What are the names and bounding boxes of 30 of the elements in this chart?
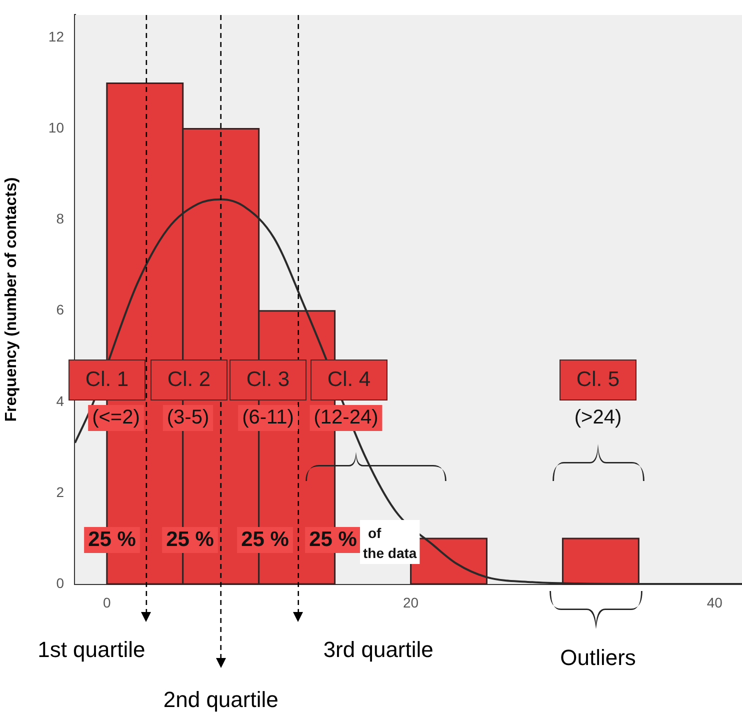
annotation: Cl. 3 [246, 368, 290, 391]
y-tick-label: 2 [56, 484, 64, 500]
x-tick-label: 40 [706, 594, 723, 610]
annotation: 25 % [309, 528, 358, 551]
annotation: (<=2) [92, 406, 140, 429]
annotation: of the data [363, 524, 417, 561]
annotation: Cl. 5 [576, 368, 620, 391]
annotation: (6-11) [242, 406, 294, 429]
legend-label: 1st quartile [38, 637, 146, 662]
annotation: Cl. 4 [327, 368, 371, 391]
annotation: (>24) [574, 406, 622, 429]
text: Outliers [560, 645, 636, 670]
annotation: 25 % [241, 528, 290, 551]
y-tick-label: 12 [48, 28, 64, 45]
y-tick-label: 6 [56, 302, 64, 318]
x-tick-label: 0 [103, 594, 112, 610]
y-axis-title: Frequency (number of contacts) [3, 177, 20, 422]
y-tick-label: 8 [56, 210, 64, 227]
annotation: 25 % [166, 528, 214, 551]
annotation: (3-5) [166, 406, 210, 429]
annotation: Cl. 2 [167, 368, 211, 391]
annotation: (12-24) [314, 406, 378, 429]
annotation: Cl. 1 [85, 368, 129, 391]
ref-line-label: 2nd quartile [163, 687, 278, 712]
x-tick-label: 20 [402, 594, 419, 610]
ref-line-label: 3rd quartile [323, 637, 434, 662]
y-tick-label: 10 [48, 120, 64, 136]
y-tick-label: 4 [56, 392, 64, 409]
y-tick-label: 0 [56, 574, 64, 591]
annotation: 25 % [88, 528, 136, 551]
